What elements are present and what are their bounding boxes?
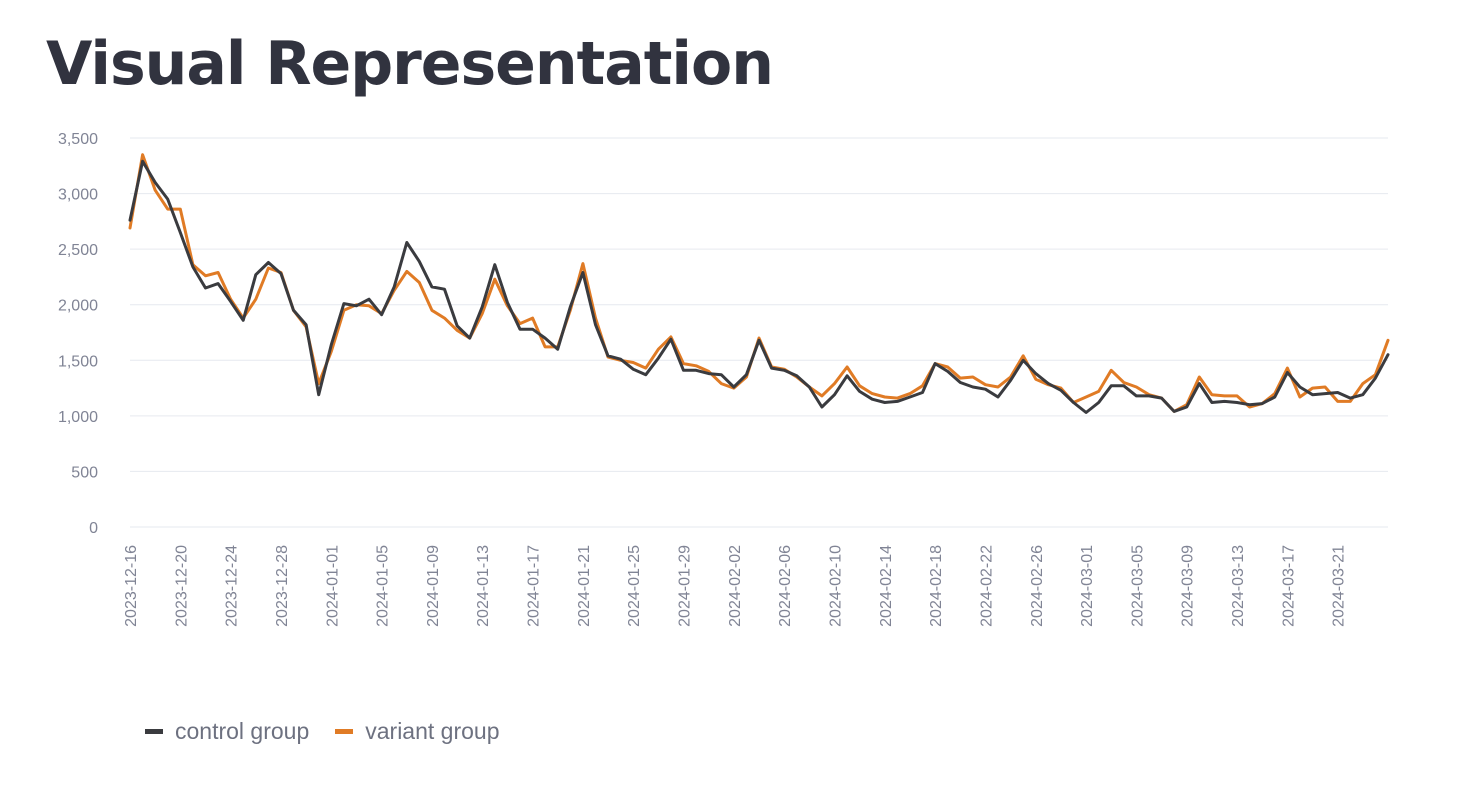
x-tick-label: 2024-02-22 (978, 545, 995, 627)
y-tick-label: 2,000 (58, 298, 98, 315)
chart-legend: control group variant group (145, 718, 500, 745)
x-tick-label: 2023-12-16 (123, 545, 140, 627)
page-title: Visual Representation (46, 29, 774, 99)
y-tick-label: 0 (89, 520, 98, 537)
x-tick-label: 2024-02-02 (727, 545, 744, 627)
x-tick-label: 2023-12-24 (224, 545, 241, 627)
legend-label-variant: variant group (365, 718, 500, 744)
y-tick-label: 3,500 (58, 131, 98, 148)
x-tick-label: 2024-02-26 (1029, 545, 1046, 627)
x-tick-label: 2024-01-13 (475, 545, 492, 627)
legend-swatch-control (145, 729, 163, 734)
x-tick-label: 2024-01-25 (626, 545, 643, 627)
series-line-control[interactable] (128, 159, 1390, 414)
x-tick-label: 2024-01-21 (576, 545, 593, 627)
legend-item-variant[interactable]: variant group (335, 718, 500, 745)
x-tick-label: 2024-03-01 (1079, 545, 1096, 627)
x-tick-label: 2024-01-17 (526, 545, 543, 627)
x-tick-label: 2023-12-20 (173, 545, 190, 627)
x-tick-label: 2024-01-09 (425, 545, 442, 627)
x-axis-ticks: 2023-12-16 2023-12-20 2023-12-24 2023-12-28… (123, 545, 1348, 627)
y-tick-label: 1,500 (58, 353, 98, 370)
x-tick-label: 2024-03-17 (1280, 545, 1297, 627)
line-chart: 0 500 1,000 1,500 2,000 2,500 3,000 3,500 2023-… (58, 131, 1390, 627)
x-tick-label: 2024-03-13 (1230, 545, 1247, 627)
x-tick-label: 2024-03-05 (1129, 545, 1146, 627)
y-axis-ticks: 0 500 1,000 1,500 2,000 2,500 3,000 3,500 (58, 131, 98, 537)
x-tick-label: 2024-02-18 (928, 545, 945, 627)
y-tick-label: 500 (71, 464, 98, 481)
x-tick-label: 2024-02-06 (777, 545, 794, 627)
x-tick-label: 2024-03-21 (1331, 545, 1348, 627)
x-tick-label: 2024-02-14 (878, 545, 895, 627)
series-lines (128, 153, 1390, 414)
legend-label-control: control group (175, 718, 310, 744)
y-tick-label: 1,000 (58, 409, 98, 426)
y-tick-label: 3,000 (58, 187, 98, 204)
x-tick-label: 2023-12-28 (274, 545, 291, 627)
legend-swatch-variant (335, 729, 354, 734)
y-tick-label: 2,500 (58, 242, 98, 259)
x-tick-label: 2024-01-05 (375, 545, 392, 627)
legend-item-control[interactable]: control group (145, 718, 309, 745)
x-tick-label: 2024-02-10 (827, 545, 844, 627)
x-tick-label: 2024-01-29 (677, 545, 694, 627)
x-tick-label: 2024-03-09 (1180, 545, 1197, 627)
gridlines (130, 137, 1388, 528)
x-tick-label: 2024-01-01 (324, 545, 341, 627)
